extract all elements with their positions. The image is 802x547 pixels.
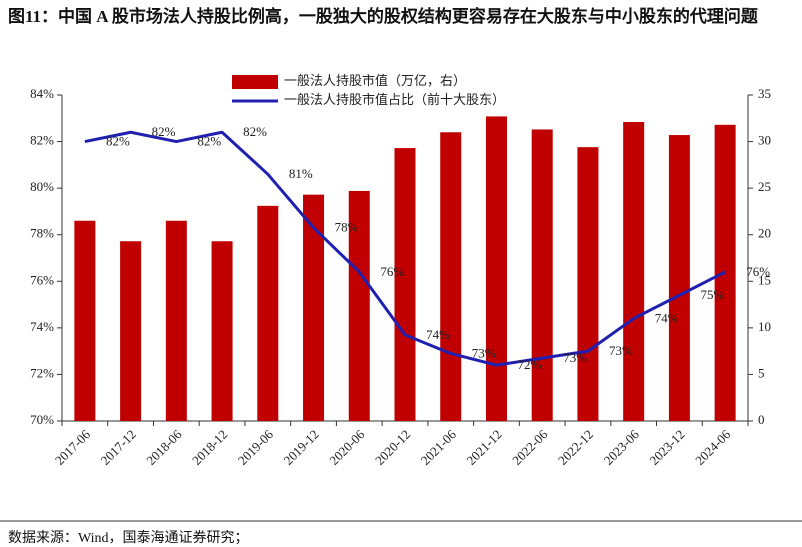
data-label: 73% xyxy=(563,350,587,365)
data-label: 82% xyxy=(243,124,267,139)
x-tick-label: 2017-12 xyxy=(98,427,139,468)
x-tick-label: 2019-12 xyxy=(281,427,322,468)
bar xyxy=(623,122,645,422)
bar xyxy=(485,116,507,422)
y-tick-label: 80% xyxy=(30,179,54,194)
x-tick-label: 2019-06 xyxy=(235,426,277,468)
bar xyxy=(74,220,96,421)
x-tick-label: 2023-12 xyxy=(646,427,687,468)
y2-tick-label: 15 xyxy=(758,272,771,287)
legend-swatch xyxy=(232,75,278,89)
data-label: 82% xyxy=(197,134,221,149)
y2-tick-label: 10 xyxy=(758,319,771,334)
chart-title: 图11：中国 A 股市场法人持股比例高，一股独大的股权结构更容易存在大股东与中小… xyxy=(8,7,758,26)
data-label: 74% xyxy=(426,327,450,342)
legend-label: 一般法人持股市值（万亿，右） xyxy=(284,73,466,88)
bar xyxy=(211,241,233,421)
x-tick-label: 2018-12 xyxy=(189,427,230,468)
x-tick-label: 2023-06 xyxy=(601,426,643,468)
data-label: 76% xyxy=(380,264,404,279)
data-label: 75% xyxy=(700,287,724,302)
y-tick-label: 72% xyxy=(30,365,54,380)
y-tick-label: 74% xyxy=(30,319,54,334)
data-label: 81% xyxy=(289,166,313,181)
bar xyxy=(531,129,553,421)
y-tick-label: 84% xyxy=(30,86,54,101)
x-tick-label: 2020-12 xyxy=(372,427,413,468)
data-label: 74% xyxy=(655,311,679,326)
bar xyxy=(394,148,416,421)
x-tick-label: 2022-06 xyxy=(509,426,551,468)
bar xyxy=(257,205,279,421)
data-label: 76% xyxy=(746,264,770,279)
x-tick-label: 2021-06 xyxy=(418,426,460,468)
bar xyxy=(577,147,599,421)
y-tick-label: 70% xyxy=(30,412,54,427)
line xyxy=(84,130,726,367)
bar xyxy=(303,194,325,421)
y2-tick-label: 25 xyxy=(758,179,771,194)
bar xyxy=(165,220,187,421)
y-tick-label: 78% xyxy=(30,226,54,241)
y2-tick-label: 35 xyxy=(758,86,771,101)
legend-label: 一般法人持股市值占比（前十大股东） xyxy=(284,92,505,107)
x-tick-label: 2022-12 xyxy=(555,427,596,468)
data-label: 82% xyxy=(152,124,176,139)
y2-tick-label: 0 xyxy=(758,412,765,427)
data-label: 82% xyxy=(106,134,130,149)
x-tick-label: 2017-06 xyxy=(52,426,94,468)
y-tick-label: 82% xyxy=(30,133,54,148)
bar xyxy=(668,135,690,421)
y2-tick-label: 5 xyxy=(758,365,765,380)
x-tick-label: 2024-06 xyxy=(692,426,734,468)
data-label: 72% xyxy=(518,357,542,372)
y2-tick-label: 20 xyxy=(758,226,771,241)
y-tick-label: 76% xyxy=(30,272,54,287)
x-tick-label: 2018-06 xyxy=(143,426,185,468)
bar xyxy=(348,190,370,421)
bar xyxy=(440,132,462,421)
x-tick-label: 2020-06 xyxy=(326,426,368,468)
x-tick-label: 2021-12 xyxy=(463,427,504,468)
data-label: 78% xyxy=(335,220,359,235)
y2-tick-label: 30 xyxy=(758,133,771,148)
bar xyxy=(120,241,142,421)
source-note: 数据来源：Wind，国泰海通证券研究； xyxy=(8,531,249,546)
data-label: 73% xyxy=(609,343,633,358)
data-label: 73% xyxy=(472,345,496,360)
